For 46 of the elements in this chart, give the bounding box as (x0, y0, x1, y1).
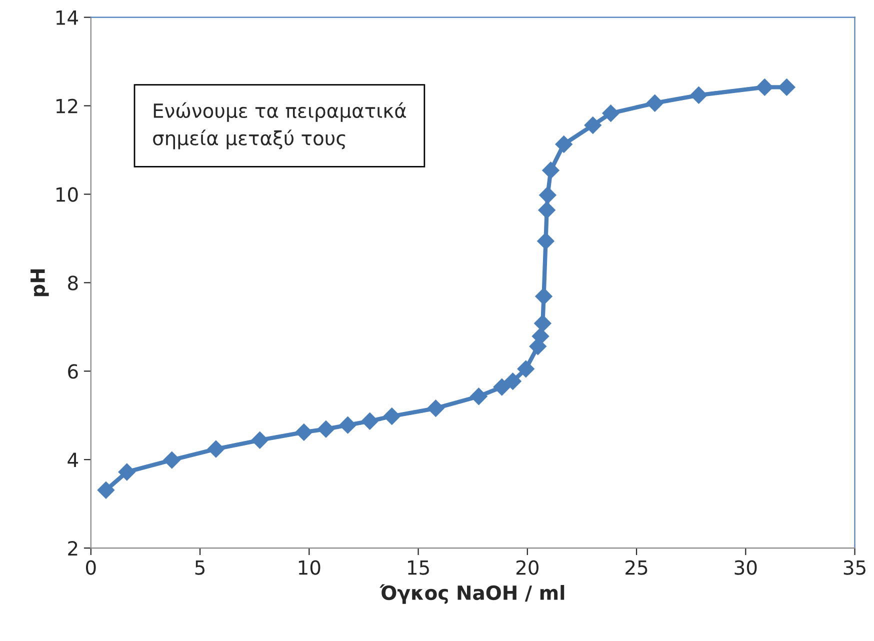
point (295, 423, 313, 442)
point (536, 232, 555, 250)
y-tick-label: 12 (56, 98, 78, 114)
x-tick-label: 5 (195, 560, 205, 575)
y-tick-label: 14 (56, 10, 78, 25)
x-tick-label: 0 (86, 560, 96, 575)
point (470, 388, 488, 406)
point (317, 420, 335, 438)
point (555, 135, 573, 154)
point (646, 94, 664, 112)
point (602, 104, 620, 122)
x-tick-label: 15 (408, 560, 429, 575)
y-axis-title: pH (30, 269, 49, 296)
y-tick-label: 8 (68, 276, 78, 290)
x-tick-label: 10 (298, 560, 320, 575)
x-tick-label: 20 (516, 560, 538, 575)
point (534, 288, 553, 306)
point (118, 463, 136, 481)
y-tick-label: 10 (56, 187, 78, 202)
point (584, 116, 602, 134)
point (360, 412, 379, 430)
point (426, 399, 445, 418)
x-axis-title: Όγκος NaOH / ml (380, 584, 564, 604)
point (163, 451, 181, 469)
point (517, 360, 535, 378)
point (534, 314, 552, 332)
annotation: Ενώνουμε τα πειραματικά σημεία μεταξύ τους (153, 102, 406, 150)
point (383, 407, 401, 426)
point (338, 416, 357, 434)
point (542, 162, 560, 180)
point (250, 431, 269, 449)
point (97, 481, 115, 499)
point (207, 440, 225, 458)
x-tick-label: 30 (734, 560, 757, 575)
y-tick-label: 6 (68, 364, 78, 379)
x-tick-label: 35 (844, 560, 866, 575)
point (493, 378, 511, 396)
x-tick-label: 25 (626, 560, 648, 575)
point (538, 201, 556, 219)
point (690, 86, 708, 104)
point (504, 372, 522, 390)
y-tick-label: 4 (68, 452, 78, 467)
point (778, 78, 796, 96)
y-tick-label: 2 (68, 541, 78, 556)
point (538, 186, 557, 204)
point (756, 78, 774, 96)
